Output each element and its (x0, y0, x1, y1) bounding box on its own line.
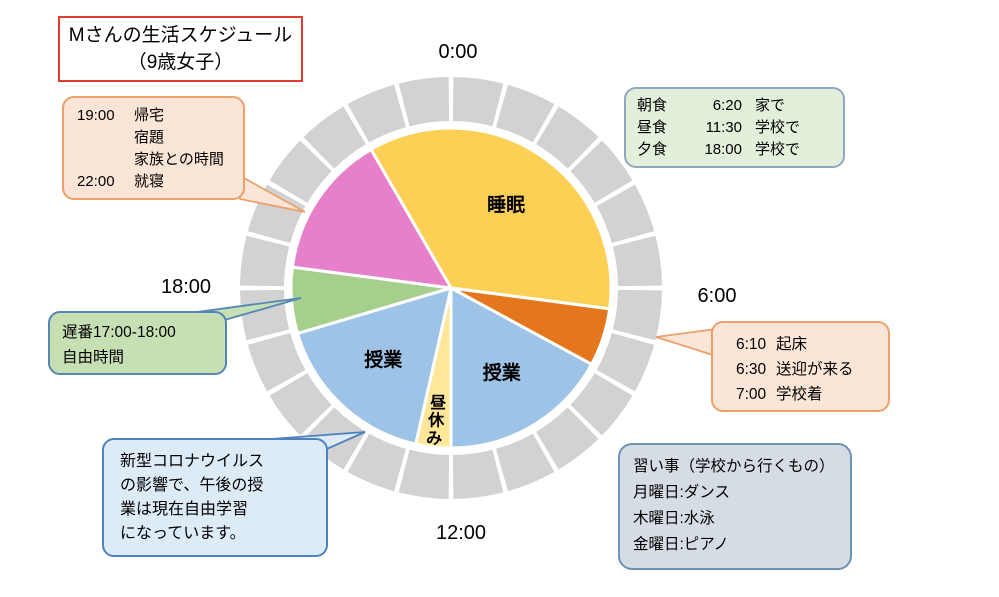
hour-ring-segment (303, 106, 366, 169)
pie-segment-evening-home (290, 147, 453, 290)
clock-label-top: 0:00 (439, 41, 478, 63)
pie-segment-class-afternoon (296, 286, 453, 446)
activity-label: 起床 (776, 336, 808, 353)
pie-segment-label: 昼 (429, 394, 447, 412)
callout-row: 7:00 学校着 (736, 382, 888, 407)
callout-row: 家族との時間 (77, 149, 243, 171)
callout-evening: 19:00 帰宅 宿題 家族との時間 22:00 就寝 (62, 96, 245, 200)
hour-ring-segment (612, 235, 662, 287)
meal-label: 昼食 (637, 119, 668, 136)
hour-ring-segment (570, 373, 633, 436)
hour-ring-segment (496, 84, 555, 143)
callout-tails (186, 165, 717, 453)
hour-ring-segment (269, 140, 332, 203)
hour-ring-segment (452, 77, 504, 127)
callout-lessons: 習い事（学校から行くもの） 月曜日:ダンス 木曜日:水泳 金曜日:ピアノ (618, 443, 852, 570)
free-time-line: 自由時間 (62, 349, 125, 366)
activity-label: 宿題 (134, 129, 165, 146)
hour-ring-segment (347, 84, 406, 143)
callout-row: 6:30 送迎が来る (736, 357, 888, 382)
clock-label-right: 6:00 (698, 285, 737, 307)
free-time-line: 遅番17:00-18:00 (62, 324, 176, 341)
hour-ring-segment (496, 433, 555, 492)
pie-segment-label: 休 (427, 411, 445, 430)
pie-segment-label: 授業 (483, 361, 522, 384)
pie-segment-label: み (426, 431, 442, 448)
time-label: 22:00 (77, 173, 115, 190)
pie-segment-sleep (369, 126, 613, 311)
callout-row: 6:10 起床 (736, 332, 888, 357)
time-label (77, 149, 134, 171)
hour-ring-segment (347, 433, 406, 492)
callout-covid-note: 新型コロナウイルス の影響で、午後の授 業は現在自由学習 になっています。 (102, 438, 328, 557)
pie-segments (289, 126, 613, 450)
page-title-line2: （9歳女子） (127, 52, 234, 73)
hour-ring-segment (240, 289, 290, 341)
time-label: 18:00 (704, 141, 742, 158)
time-label: 11:30 (705, 119, 742, 136)
callout-row: 19:00 帰宅 (77, 105, 243, 127)
time-label (77, 127, 134, 149)
covid-note-line: 業は現在自由学習 (120, 501, 249, 518)
clock-tick-labels: 0:00 6:00 12:00 18:00 (161, 41, 737, 544)
clock-label-left: 18:00 (161, 276, 211, 298)
lessons-line: 木曜日:水泳 (633, 510, 715, 527)
hour-ring-segment (596, 184, 655, 243)
hour-ring-segment (612, 289, 662, 341)
time-label: 19:00 (77, 107, 115, 124)
hour-ring-segment (570, 140, 633, 203)
callout-free-time: 遅番17:00-18:00 自由時間 (48, 311, 227, 375)
time-label: 6:10 (736, 336, 767, 353)
meal-label: 夕食 (637, 141, 668, 158)
callout-meals: 朝食 6:20 家で 昼食 11:30 学校で 夕食 18:00 学校で (624, 87, 845, 168)
callout-morning: 6:10 起床 6:30 送迎が来る 7:00 学校着 (711, 321, 890, 412)
pie-segment-class-morning (449, 286, 594, 450)
activity-label: 帰宅 (134, 107, 165, 124)
page-title-line1: Mさんの生活スケジュール (68, 25, 293, 46)
activity-label: 送迎が来る (776, 361, 854, 378)
callout-row: 昼食 11:30 学校で (637, 117, 843, 139)
clock-label-bottom: 12:00 (436, 522, 486, 544)
hour-ring-segment (536, 106, 599, 169)
lessons-line: 月曜日:ダンス (633, 484, 730, 501)
hour-ring-segment (240, 235, 290, 287)
lessons-line: 金曜日:ピアノ (633, 536, 729, 553)
activity-label: 就寝 (134, 173, 165, 190)
hour-ring-segment (398, 449, 450, 499)
hour-ring-segment (596, 333, 655, 392)
time-label: 6:30 (736, 361, 767, 378)
pie-segment-label: 睡眠 (487, 194, 525, 216)
hour-ring-segment (269, 373, 332, 436)
pie-segment-label: 授業 (364, 348, 403, 371)
covid-note-line: 新型コロナウイルス (120, 453, 265, 470)
callout-row: 朝食 6:20 家で (637, 95, 843, 117)
place-label: 家で (755, 97, 786, 114)
title-box: Mさんの生活スケジュール （9歳女子） (58, 16, 303, 82)
place-label: 学校で (755, 119, 801, 136)
activity-label: 学校着 (776, 386, 823, 403)
covid-note-line: の影響で、午後の授 (120, 477, 264, 494)
meal-label: 朝食 (637, 97, 668, 114)
hour-ring-segment (247, 333, 306, 392)
time-label: 7:00 (736, 386, 767, 403)
hour-ring-segment (536, 407, 599, 470)
hour-ring-segment (398, 77, 450, 127)
place-label: 学校で (755, 141, 801, 158)
callout-row: 夕食 18:00 学校で (637, 139, 843, 161)
hour-ring (240, 77, 662, 499)
covid-note-line: になっています。 (120, 525, 246, 542)
callout-row: 22:00 就寝 (77, 171, 243, 193)
callout-row: 宿題 (77, 127, 243, 149)
hour-ring-segment (452, 449, 504, 499)
time-label: 6:20 (712, 97, 742, 114)
lessons-title: 習い事（学校から行くもの） (633, 458, 835, 475)
callout-tail-morning (655, 327, 717, 358)
activity-label: 家族との時間 (134, 151, 224, 168)
